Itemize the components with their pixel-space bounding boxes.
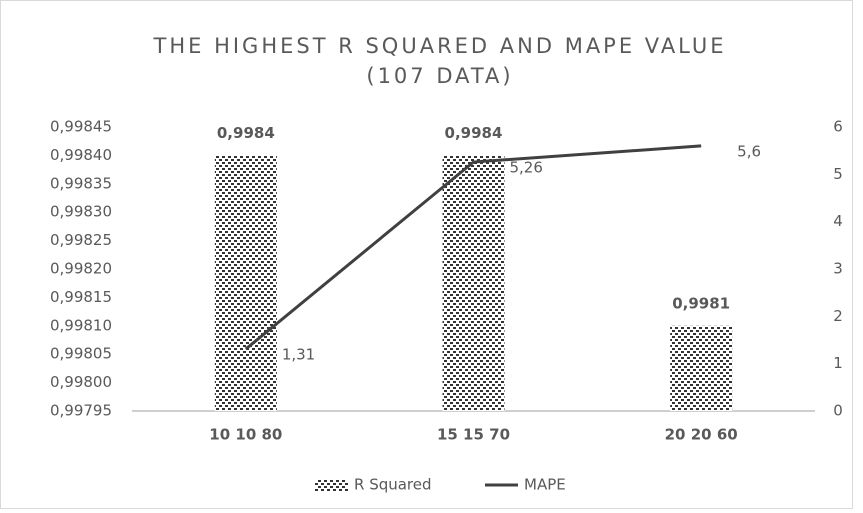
y-tick-label: 0,99810	[50, 316, 112, 334]
y-tick-label: 0,99805	[50, 345, 112, 363]
chart-title: (107 DATA)	[366, 64, 513, 88]
y-tick-label: 0,99825	[50, 231, 112, 249]
y-tick-label: 0,99815	[50, 288, 112, 306]
legend-label: MAPE	[524, 476, 566, 494]
legend-label: R Squared	[354, 476, 432, 494]
legend-swatch	[315, 479, 348, 491]
bar	[214, 155, 277, 411]
y-tick-label: 0,99800	[50, 373, 112, 391]
bar	[670, 325, 733, 411]
bar	[442, 155, 505, 411]
x-tick-label: 10 10 80	[209, 426, 282, 444]
line-value-label: 1,31	[282, 345, 315, 363]
y-tick-label: 0,99845	[50, 118, 112, 136]
bar-value-label: 0,9984	[445, 124, 503, 142]
y-tick-label: 0,99795	[50, 402, 112, 420]
y2-tick-label: 0	[833, 402, 843, 420]
x-tick-label: 20 20 60	[665, 426, 738, 444]
y-tick-label: 0,99840	[50, 146, 112, 164]
line	[244, 144, 702, 351]
y-tick-label: 0,99830	[50, 203, 112, 221]
line-value-label: 5,26	[510, 159, 543, 177]
y-tick-label: 0,99820	[50, 260, 112, 278]
y2-tick-label: 1	[833, 354, 843, 372]
chart-title: THE HIGHEST R SQUARED AND MAPE VALUE	[153, 34, 727, 58]
x-tick-label: 15 15 70	[437, 426, 510, 444]
bar-value-label: 0,9984	[217, 124, 275, 142]
y2-tick-label: 4	[833, 212, 843, 230]
bar-value-label: 0,9981	[672, 294, 730, 312]
y-tick-label: 0,99835	[50, 174, 112, 192]
y2-tick-label: 5	[833, 165, 843, 183]
y2-tick-label: 2	[833, 307, 843, 325]
y2-tick-label: 6	[833, 118, 843, 136]
y2-tick-label: 3	[833, 260, 843, 278]
line-value-label: 5,6	[737, 142, 761, 160]
